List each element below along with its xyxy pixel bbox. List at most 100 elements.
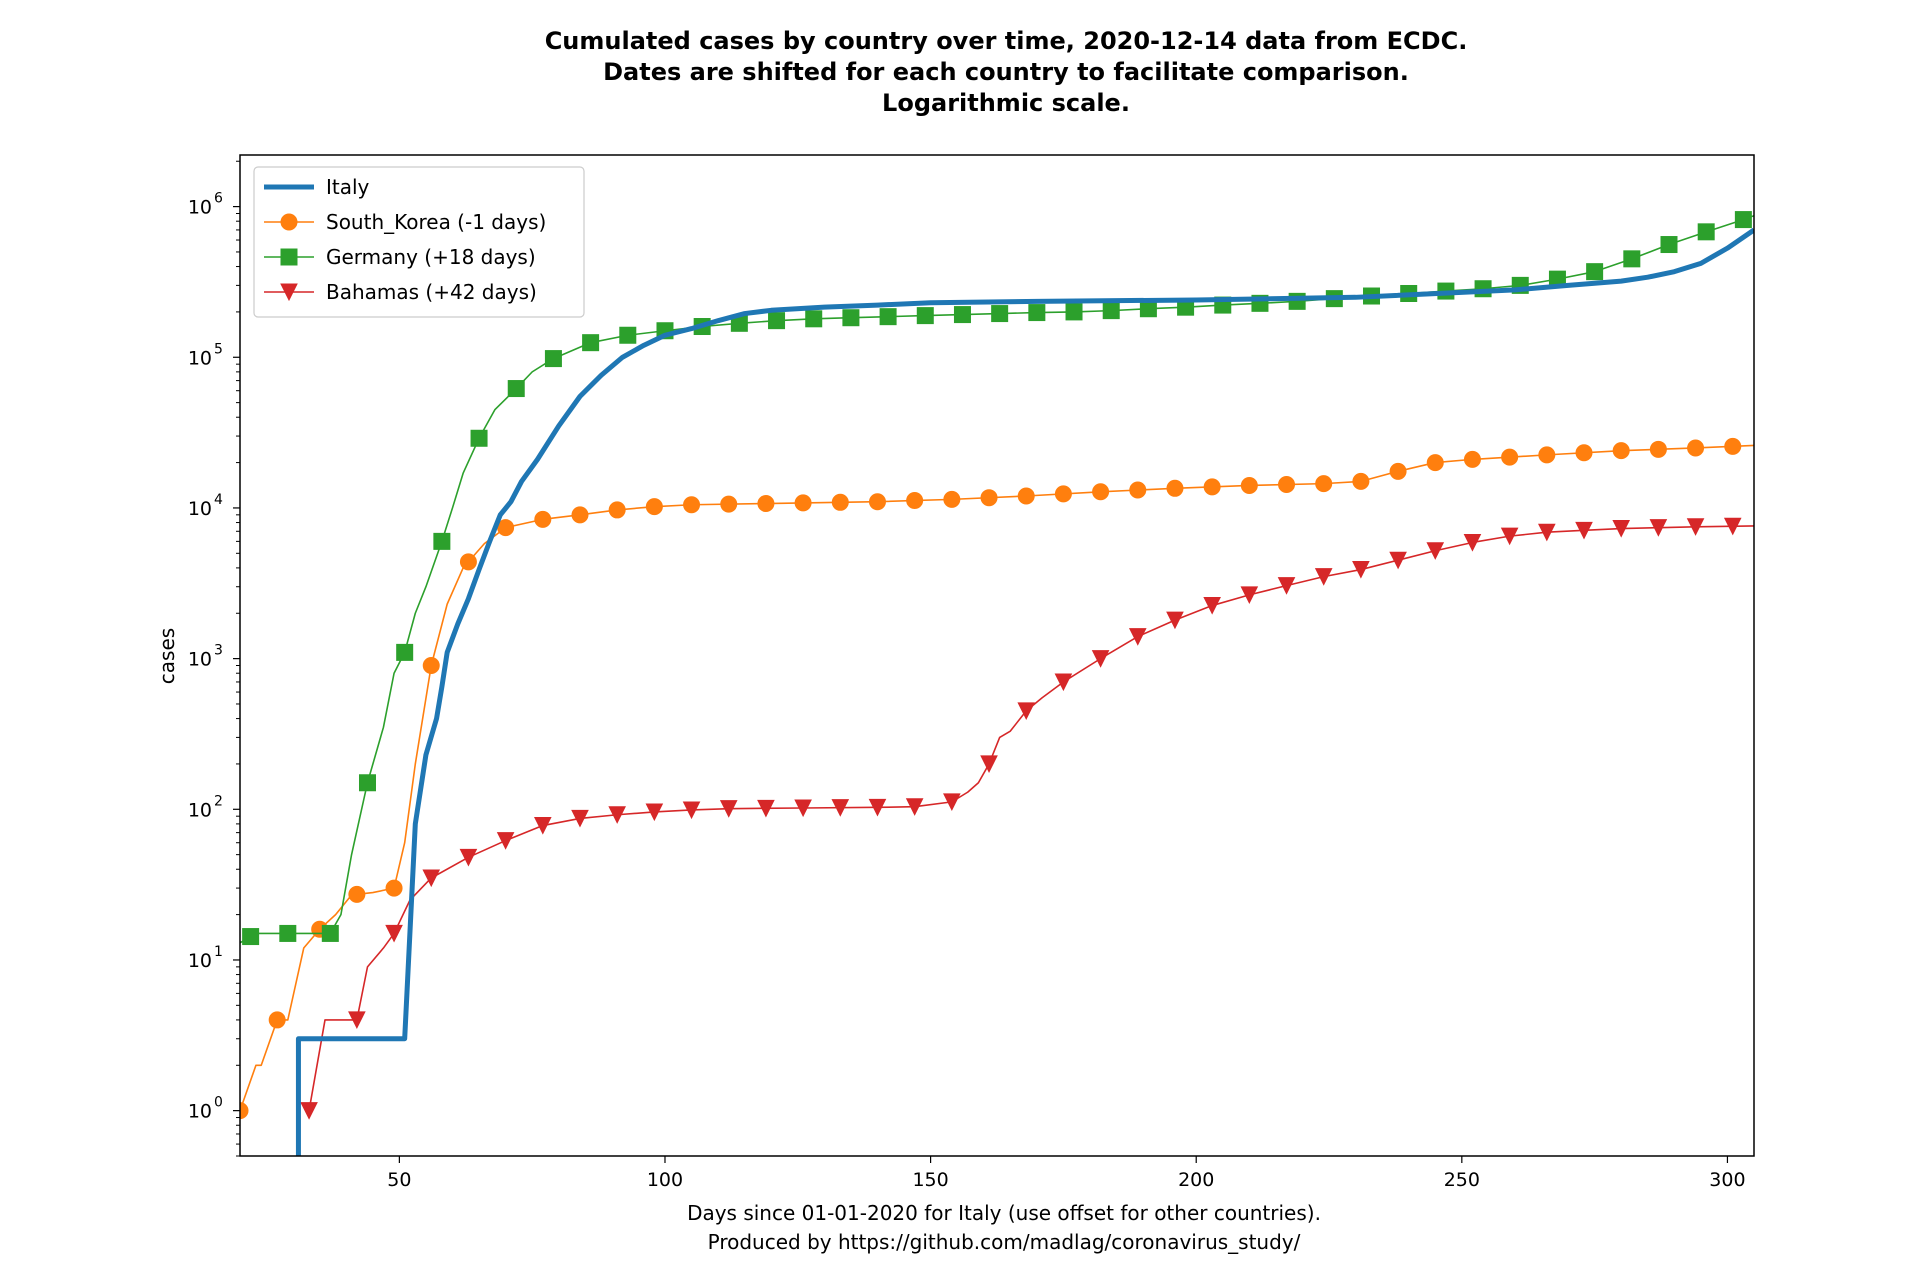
data-point-south-korea-1-days [1389,462,1407,480]
data-point-germany-18-days [805,310,823,328]
data-point-bahamas-42-days [1538,523,1556,542]
series-south-korea-1-days [240,437,1754,1120]
data-point-south-korea-1-days [1092,483,1110,501]
data-point-south-korea-1-days [683,496,701,514]
data-point-south-korea-1-days [534,510,552,528]
data-point-bahamas-42-days [385,924,403,943]
x-axis-label-line-2: Produced by https://github.com/madlag/co… [708,1230,1301,1254]
data-point-south-korea-1-days [1426,454,1444,472]
chart-title-line-3: Logarithmic scale. [882,89,1130,117]
data-point-bahamas-42-days [1314,568,1333,586]
data-point-germany-18-days [1028,304,1046,322]
data-point-bahamas-42-days [348,1011,366,1030]
data-point-bahamas-42-days [496,832,515,850]
data-point-germany-18-days [768,312,786,330]
data-point-bahamas-42-days [943,793,961,811]
data-point-south-korea-1-days [1612,442,1630,460]
y-tick-exponent: 5 [214,341,223,357]
data-point-germany-18-days [1102,302,1120,320]
series-italy [295,227,1754,1156]
y-tick-exponent: 1 [214,944,223,960]
data-point-bahamas-42-days [905,798,924,816]
data-point-germany-18-days [279,924,297,942]
y-tick-label: 10 [188,498,212,520]
x-axis-label-line-1: Days since 01-01-2020 for Italy (use off… [687,1201,1321,1225]
y-tick-label: 10 [188,347,212,369]
data-point-germany-18-days [507,380,525,398]
data-point-bahamas-42-days [1203,597,1221,615]
data-point-south-korea-1-days [422,657,440,675]
legend-label: Germany (+18 days) [326,245,536,269]
data-point-germany-18-days [358,774,376,792]
y-tick-exponent: 0 [214,1095,223,1111]
legend-marker [280,283,298,302]
data-point-bahamas-42-days [1426,542,1445,560]
data-point-bahamas-42-days [1463,533,1482,552]
legend-item: Bahamas (+42 days) [264,280,537,304]
y-tick-label: 10 [188,1101,212,1123]
data-point-bahamas-42-days [757,799,775,818]
data-point-bahamas-42-days [980,755,998,774]
data-point-bahamas-42-days [794,799,812,818]
data-point-bahamas-42-days [1500,527,1519,546]
data-point-south-korea-1-days [1463,450,1481,468]
data-point-south-korea-1-days [1575,444,1593,462]
series-line-bahamas-42-days [308,525,1754,1111]
legend: Italy South_Korea (-1 days) Germany (+18 d… [253,166,585,318]
x-tick-label: 250 [1444,1169,1480,1191]
y-tick-label: 10 [188,950,212,972]
data-point-south-korea-1-days [1278,476,1296,494]
legend-label: Italy [326,175,370,199]
data-point-germany-18-days [433,532,451,550]
chart-title: Cumulated cases by country over time, 20… [545,27,1468,117]
data-point-bahamas-42-days [1166,611,1184,630]
data-point-bahamas-42-days [1277,577,1296,595]
data-point-bahamas-42-days [533,817,552,835]
data-point-south-korea-1-days [1649,440,1667,458]
data-point-south-korea-1-days [1501,448,1519,466]
data-point-south-korea-1-days [240,1102,249,1120]
data-point-bahamas-42-days [1575,521,1593,540]
data-point-bahamas-42-days [1352,561,1370,579]
legend-marker [280,213,298,231]
x-tick-label: 300 [1709,1169,1745,1191]
data-point-south-korea-1-days [906,492,924,510]
data-point-bahamas-42-days [422,869,441,888]
data-point-germany-18-days [991,305,1009,323]
y-tick-exponent: 6 [214,191,223,207]
series-line-germany-18-days [240,214,1754,944]
data-point-germany-18-days [1660,236,1678,254]
data-point-germany-18-days [544,350,562,368]
legend-box [253,166,585,318]
data-point-south-korea-1-days [1352,472,1370,490]
series-bahamas-42-days [300,517,1754,1120]
data-point-germany-18-days [1065,303,1083,321]
data-point-germany-18-days [1734,211,1752,229]
data-point-south-korea-1-days [348,885,366,903]
chart-title-line-1: Cumulated cases by country over time, 20… [545,27,1468,55]
data-point-south-korea-1-days [720,495,738,513]
data-point-bahamas-42-days [1686,518,1705,536]
data-point-south-korea-1-days [268,1011,286,1029]
x-tick-label: 100 [647,1169,683,1191]
data-point-south-korea-1-days [385,879,403,897]
data-point-south-korea-1-days [645,498,663,516]
data-point-bahamas-42-days [868,798,887,817]
data-point-south-korea-1-days [1687,439,1705,457]
series-line-italy [295,227,1754,1156]
data-point-germany-18-days [242,928,260,946]
y-tick-exponent: 2 [214,793,223,809]
data-point-bahamas-42-days [459,848,478,867]
data-point-bahamas-42-days [682,801,701,820]
y-axis-label: cases [155,628,179,684]
legend-item: South_Korea (-1 days) [264,210,546,234]
data-point-south-korea-1-days [757,495,775,513]
data-point-south-korea-1-days [1240,476,1258,494]
data-point-bahamas-42-days [571,809,589,828]
data-point-south-korea-1-days [1054,485,1072,503]
data-point-bahamas-42-days [1128,628,1147,646]
data-point-south-korea-1-days [1538,446,1556,464]
data-point-bahamas-42-days [719,800,738,818]
